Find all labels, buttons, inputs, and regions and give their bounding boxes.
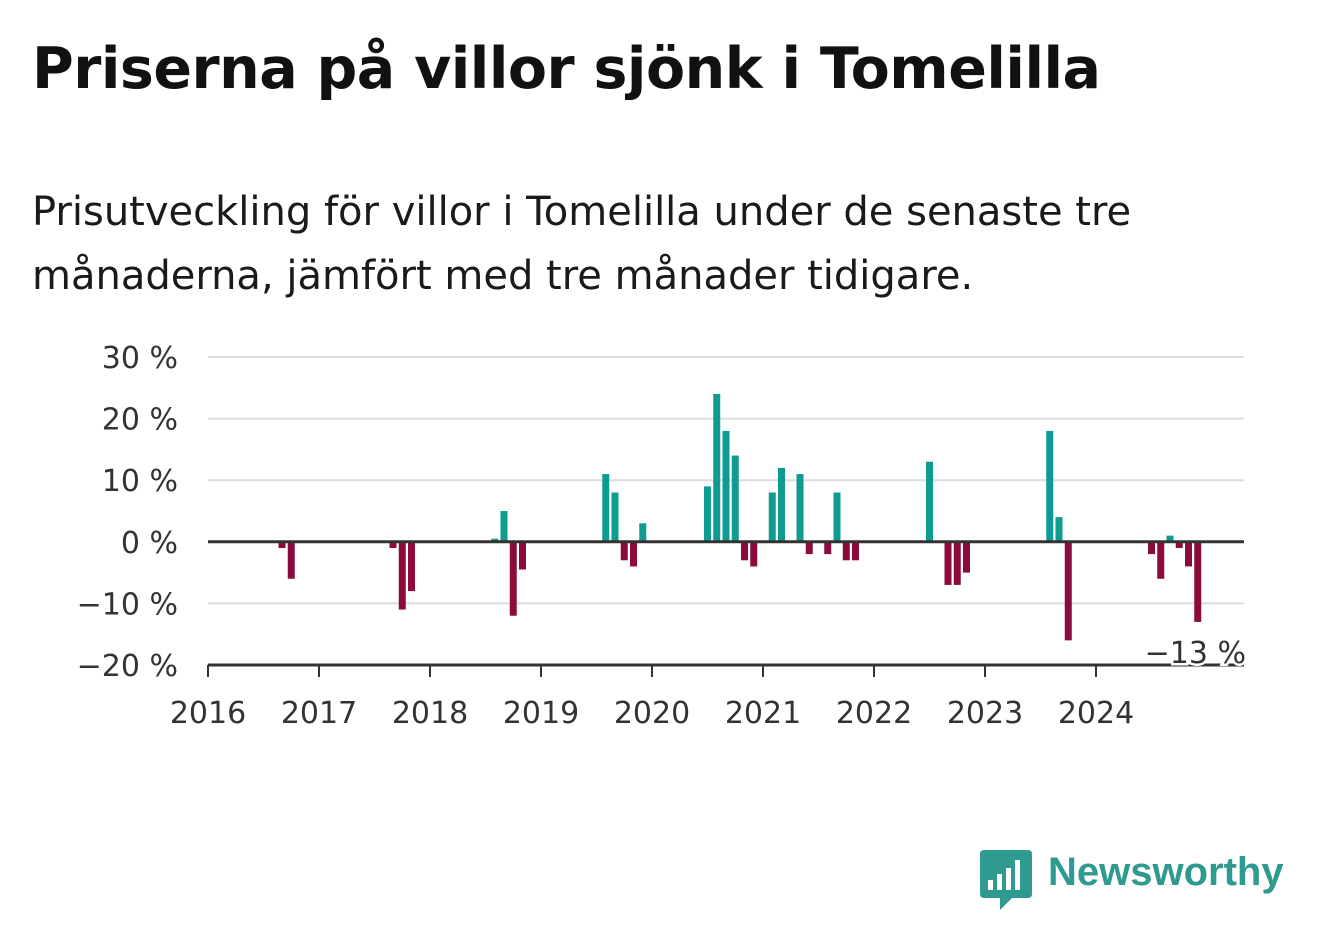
labels: 30 % 20 % 10 % 0 % −10 % −20 % 2016 2017 2018 201… [77, 341, 1249, 731]
axes [207, 540, 1244, 677]
bar [824, 541, 832, 555]
bar [519, 541, 526, 570]
x-tick-label: 2016 [170, 696, 246, 731]
y-tick-label: 0 % [121, 526, 178, 561]
x-tick-label: 2021 [725, 696, 801, 731]
bar-chart: 30 % 20 % 10 % 0 % −10 % −20 % 2016 2017 2018 201… [76, 341, 1249, 731]
bar [639, 523, 647, 542]
bar [722, 430, 730, 542]
bar [602, 474, 610, 542]
last-value-label: −13 % [1145, 636, 1246, 671]
bar [1166, 535, 1174, 542]
logo-icon [980, 850, 1032, 910]
bar [1055, 517, 1063, 542]
logo-text: Newsworthy [1048, 850, 1284, 894]
bar [805, 541, 813, 555]
bars [278, 393, 1202, 641]
x-tick-label: 2024 [1058, 696, 1134, 731]
bar [842, 541, 850, 561]
chart-title: Priserna på villor sjönk i Tomelilla [32, 36, 1101, 102]
bar [963, 541, 970, 573]
bar [953, 541, 961, 585]
bar [796, 474, 804, 542]
bar [1157, 541, 1165, 579]
bar [768, 492, 776, 542]
x-tick-label: 2023 [947, 696, 1023, 731]
bar [491, 538, 499, 542]
x-tick-label: 2019 [503, 696, 579, 731]
y-tick-label: −10 % [77, 587, 178, 622]
bar [408, 541, 415, 592]
bar [852, 541, 859, 561]
bar [611, 492, 619, 542]
x-tick-label: 2017 [281, 696, 357, 731]
y-tick-label: 30 % [102, 341, 178, 376]
bar [750, 541, 758, 567]
bar [704, 486, 711, 542]
y-tick-label: 20 % [102, 403, 178, 438]
bar [778, 467, 785, 542]
chart-subtitle: Prisutveckling för villor i Tomelilla un… [32, 189, 1132, 299]
bar [630, 541, 637, 567]
y-tick-label: −20 % [77, 649, 178, 684]
bar [713, 393, 721, 542]
bar [1194, 541, 1202, 622]
bar [944, 541, 952, 585]
bar [398, 541, 406, 610]
bar [731, 455, 739, 542]
bar [1046, 430, 1054, 542]
x-tick-label: 2022 [836, 696, 912, 731]
newsworthy-logo: Newsworthy [980, 848, 1300, 912]
bar [389, 541, 397, 548]
y-tick-label: 10 % [102, 464, 178, 499]
bar [500, 511, 508, 542]
x-tick-label: 2018 [392, 696, 468, 731]
x-tick-label: 2020 [614, 696, 690, 731]
bar [1064, 541, 1072, 641]
bar [287, 541, 295, 579]
bar [926, 461, 933, 542]
bar [509, 541, 517, 616]
bar [1148, 541, 1155, 555]
bar [833, 492, 841, 542]
bar [620, 541, 628, 561]
bar [278, 541, 286, 548]
bar [1175, 541, 1183, 548]
bar [1185, 541, 1192, 567]
bar [741, 541, 748, 561]
